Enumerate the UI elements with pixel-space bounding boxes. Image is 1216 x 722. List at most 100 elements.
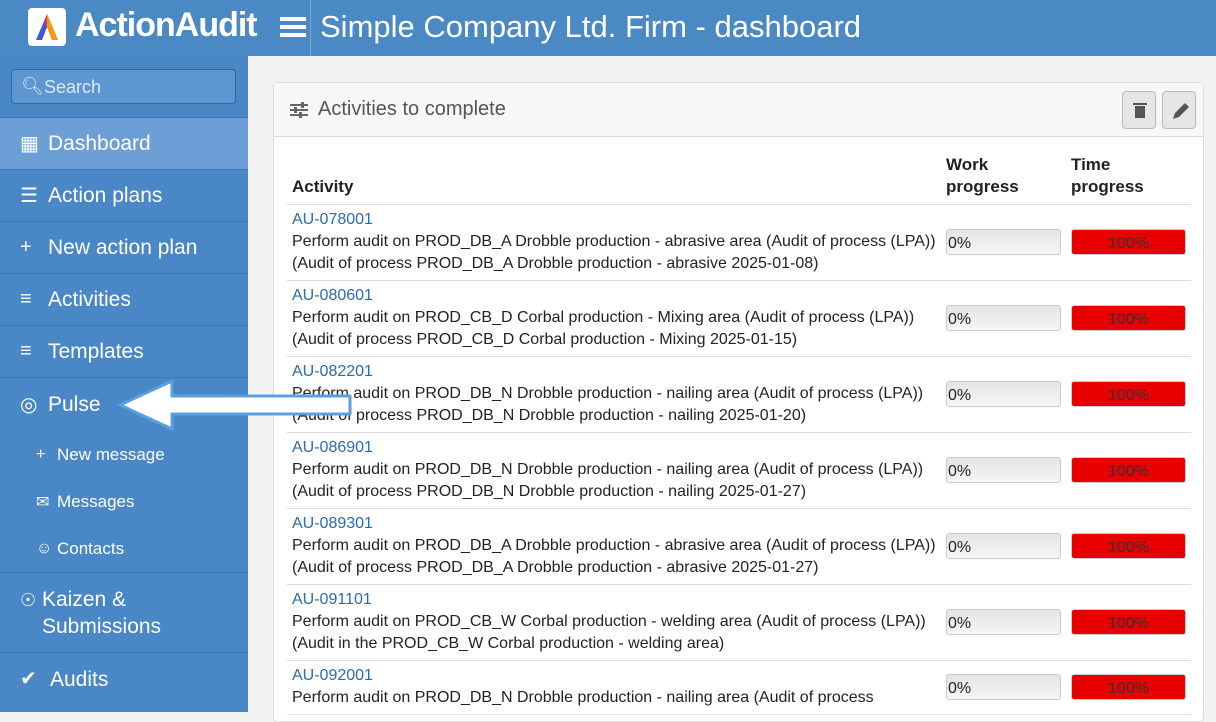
progress-label: 100%: [1108, 463, 1149, 480]
nav-item[interactable]: ▦ Dashboard: [0, 117, 248, 169]
progress-fill: [1072, 230, 1185, 254]
work-progress-bar: 0%: [946, 457, 1061, 483]
nav-icon: ✉: [36, 493, 50, 511]
nav-label: Kaizen & Submissions: [42, 587, 162, 638]
header: ActionAudit Simple Company Ltd. Firm - d…: [0, 0, 1216, 56]
work-progress-bar: 0%: [946, 674, 1061, 700]
nav-icon: ✔: [20, 668, 37, 690]
nav-item[interactable]: ◎ Pulse: [0, 377, 248, 431]
activity-description: Perform audit on PROD_DB_A Drobble produ…: [292, 233, 936, 272]
table-row: AU-091101 Perform audit on PROD_CB_W Corb…: [287, 584, 1191, 661]
time-progress-cell: 100%: [1066, 660, 1191, 715]
work-progress-bar: 0%: [946, 305, 1061, 331]
pencil-icon: [1173, 103, 1189, 119]
nav-label: Contacts: [57, 538, 125, 558]
progress-fill: [1072, 534, 1185, 558]
work-progress-cell: 0%: [941, 356, 1066, 433]
progress-fill: [1072, 382, 1185, 406]
table-row: AU-092001 Perform audit on PROD_DB_N Drob…: [287, 660, 1191, 715]
activity-id[interactable]: AU-091101: [292, 591, 372, 608]
nav-icon: ≡: [20, 340, 32, 362]
table-row: AU-078001 Perform audit on PROD_DB_A Drob…: [287, 204, 1191, 281]
nav-item[interactable]: ≡ Activities: [0, 273, 248, 325]
activity-id[interactable]: AU-078001: [292, 211, 373, 228]
nav-item[interactable]: + New action plan: [0, 221, 248, 273]
time-progress-bar: 100%: [1071, 609, 1186, 635]
activity-cell: AU-092001 Perform audit on PROD_DB_N Drob…: [287, 660, 941, 715]
nav-item[interactable]: ☰ Action plans: [0, 169, 248, 221]
page-title: Simple Company Ltd. Firm - dashboard: [320, 9, 862, 44]
nav-label: New message: [57, 444, 165, 464]
work-progress-bar: 0%: [946, 229, 1061, 255]
nav-sub-item[interactable]: + New message: [0, 431, 248, 478]
nav-item[interactable]: ≡ Templates: [0, 325, 248, 377]
progress-label: 0%: [948, 387, 972, 404]
column-header: Time progress: [1066, 151, 1191, 205]
activity-description: Perform audit on PROD_DB_N Drobble produ…: [292, 461, 924, 500]
activity-description: Perform audit on PROD_DB_A Drobble produ…: [292, 537, 936, 576]
work-progress-cell: 0%: [941, 204, 1066, 281]
progress-fill: [1072, 306, 1185, 330]
nav-icon: ☺: [36, 539, 53, 557]
activity-id[interactable]: AU-089301: [292, 515, 373, 532]
nav-label: Action plans: [48, 183, 163, 207]
nav-sub-item[interactable]: ☺ Contacts: [0, 525, 248, 572]
work-progress-cell: 0%: [941, 508, 1066, 585]
nav-sub-item[interactable]: ✉ Messages: [0, 478, 248, 525]
nav-label: Templates: [48, 339, 144, 363]
activity-id[interactable]: AU-086901: [292, 439, 373, 456]
activities-table: Activity Work progress Time progress AU-078…: [287, 151, 1191, 715]
time-progress-bar: 100%: [1071, 381, 1186, 407]
activity-cell: AU-080601 Perform audit on PROD_CB_D Corb…: [287, 280, 941, 357]
table-row: AU-089301 Perform audit on PROD_DB_A Drob…: [287, 508, 1191, 585]
table-row: AU-086901 Perform audit on PROD_DB_N Drob…: [287, 432, 1191, 509]
panel-header: Activities to complete: [274, 83, 1203, 137]
nav-label: Audits: [50, 668, 109, 691]
time-progress-bar: 100%: [1071, 533, 1186, 559]
nav-item[interactable]: ✔ Audits: [0, 652, 248, 706]
activity-id[interactable]: AU-080601: [292, 287, 373, 304]
progress-fill: [1072, 458, 1185, 482]
activity-description: Perform audit on PROD_CB_W Corbal produc…: [292, 613, 926, 652]
activity-cell: AU-091101 Perform audit on PROD_CB_W Corb…: [287, 584, 941, 661]
brand[interactable]: ActionAudit: [75, 6, 258, 44]
search-input[interactable]: 🔍︎ Search: [11, 69, 236, 104]
nav-label: Messages: [57, 491, 135, 511]
edit-button[interactable]: [1162, 91, 1196, 129]
activity-description: Perform audit on PROD_CB_D Corbal produc…: [292, 309, 915, 348]
progress-label: 0%: [948, 311, 972, 328]
search-placeholder: Search: [44, 77, 102, 97]
progress-label: 100%: [1108, 680, 1149, 697]
nav-icon: ▦: [20, 133, 39, 155]
nav-label: New action plan: [48, 235, 198, 259]
progress-label: 0%: [948, 539, 972, 556]
time-progress-cell: 100%: [1066, 204, 1191, 281]
activity-id[interactable]: AU-082201: [292, 363, 373, 380]
work-progress-cell: 0%: [941, 584, 1066, 661]
work-progress-bar: 0%: [946, 381, 1061, 407]
progress-label: 100%: [1108, 311, 1149, 328]
trash-icon: [1133, 103, 1147, 118]
activity-cell: AU-089301 Perform audit on PROD_DB_A Drob…: [287, 508, 941, 585]
progress-label: 100%: [1108, 387, 1149, 404]
time-progress-bar: 100%: [1071, 229, 1186, 255]
progress-fill: [1072, 675, 1185, 699]
progress-label: 0%: [948, 235, 972, 252]
work-progress-cell: 0%: [941, 432, 1066, 509]
separator: [310, 0, 311, 56]
activity-cell: AU-082201 Perform audit on PROD_DB_N Drob…: [287, 356, 941, 433]
time-progress-bar: 100%: [1071, 457, 1186, 483]
activity-description: Perform audit on PROD_DB_N Drobble produ…: [292, 385, 924, 424]
delete-button[interactable]: [1122, 91, 1156, 129]
activity-cell: AU-078001 Perform audit on PROD_DB_A Drob…: [287, 204, 941, 281]
nav-icon: ☉: [20, 590, 37, 610]
menu-toggle[interactable]: [280, 15, 306, 39]
progress-label: 100%: [1108, 539, 1149, 556]
activity-id[interactable]: AU-092001: [292, 667, 373, 684]
nav-item[interactable]: ☉ Kaizen & Submissions: [0, 572, 248, 652]
nav-label: Dashboard: [48, 131, 151, 155]
time-progress-cell: 100%: [1066, 508, 1191, 585]
header-row: Activity Work progress Time progress: [287, 151, 1191, 205]
time-progress-cell: 100%: [1066, 584, 1191, 661]
